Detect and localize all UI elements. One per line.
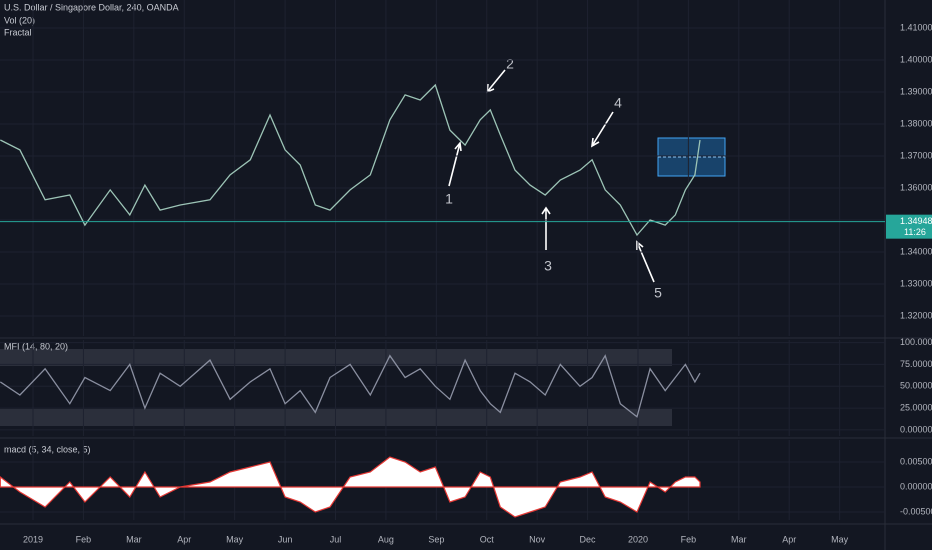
x-tick-label: May [831, 534, 849, 544]
x-tick-label: Mar [126, 534, 142, 544]
current-price-label: 1.34948 [900, 216, 932, 226]
x-tick-label: Dec [580, 534, 597, 544]
x-tick-label: 2020 [628, 534, 648, 544]
annotation: 5 [654, 285, 662, 301]
arrow [636, 240, 655, 283]
y-tick-label: 1.39000 [900, 86, 932, 96]
arrow [448, 141, 462, 187]
y-tick-label: 50.00000 [900, 381, 932, 391]
y-tick-label: 1.36000 [900, 182, 932, 192]
y-tick-label: 1.41000 [900, 22, 932, 32]
x-tick-label: Oct [480, 534, 495, 544]
y-tick-label: 1.37000 [900, 150, 932, 160]
mfi-title: MFI (14, 80, 20) [4, 341, 68, 351]
annotation: 3 [544, 258, 552, 274]
x-tick-label: Apr [177, 534, 191, 544]
series-area [0, 456, 701, 518]
mfi-oversold-band [0, 409, 672, 426]
current-price-box [886, 214, 932, 239]
y-tick-label: 1.40000 [900, 54, 932, 64]
countdown-label: 11:26 [904, 227, 926, 237]
volume-label: Vol (20) [4, 15, 35, 25]
y-tick-label: 1.38000 [900, 118, 932, 128]
y-tick-label: 1.33000 [900, 278, 932, 288]
arrow [541, 206, 551, 250]
x-tick-label: 2019 [23, 534, 43, 544]
series-line [0, 354, 701, 418]
y-tick-label: 0.00500 [900, 456, 932, 466]
y-tick-label: 75.00000 [900, 359, 932, 369]
annotation: 4 [614, 95, 622, 111]
y-tick-label: 0.00000 [900, 424, 932, 434]
x-tick-label: Apr [782, 534, 796, 544]
macd-title: macd (5, 34, close, 5) [4, 444, 91, 454]
y-tick-label: 25.00000 [900, 402, 932, 412]
y-tick-label: 1.32000 [900, 310, 932, 320]
y-tick-label: -0.00500 [900, 506, 932, 516]
arrow [591, 111, 614, 148]
y-tick-label: 0.00000 [900, 481, 932, 491]
y-tick-label: 100.00000 [900, 337, 932, 347]
mfi-overbought-band [0, 349, 672, 366]
annotation: 1 [445, 191, 453, 207]
symbol-title: U.S. Dollar / Singapore Dollar, 240, OAN… [4, 2, 179, 12]
x-tick-label: May [226, 534, 244, 544]
x-tick-label: Feb [76, 534, 92, 544]
y-tick-label: 1.34000 [900, 246, 932, 256]
x-tick-label: Sep [428, 534, 444, 544]
x-tick-label: Jun [278, 534, 293, 544]
x-tick-label: Mar [731, 534, 747, 544]
x-tick-label: Feb [681, 534, 697, 544]
annotation: 2 [506, 56, 514, 72]
x-tick-label: Jul [330, 534, 342, 544]
fractal-label: Fractal [4, 27, 32, 37]
x-tick-label: Nov [529, 534, 546, 544]
series-line [0, 83, 701, 237]
x-tick-label: Aug [378, 534, 394, 544]
